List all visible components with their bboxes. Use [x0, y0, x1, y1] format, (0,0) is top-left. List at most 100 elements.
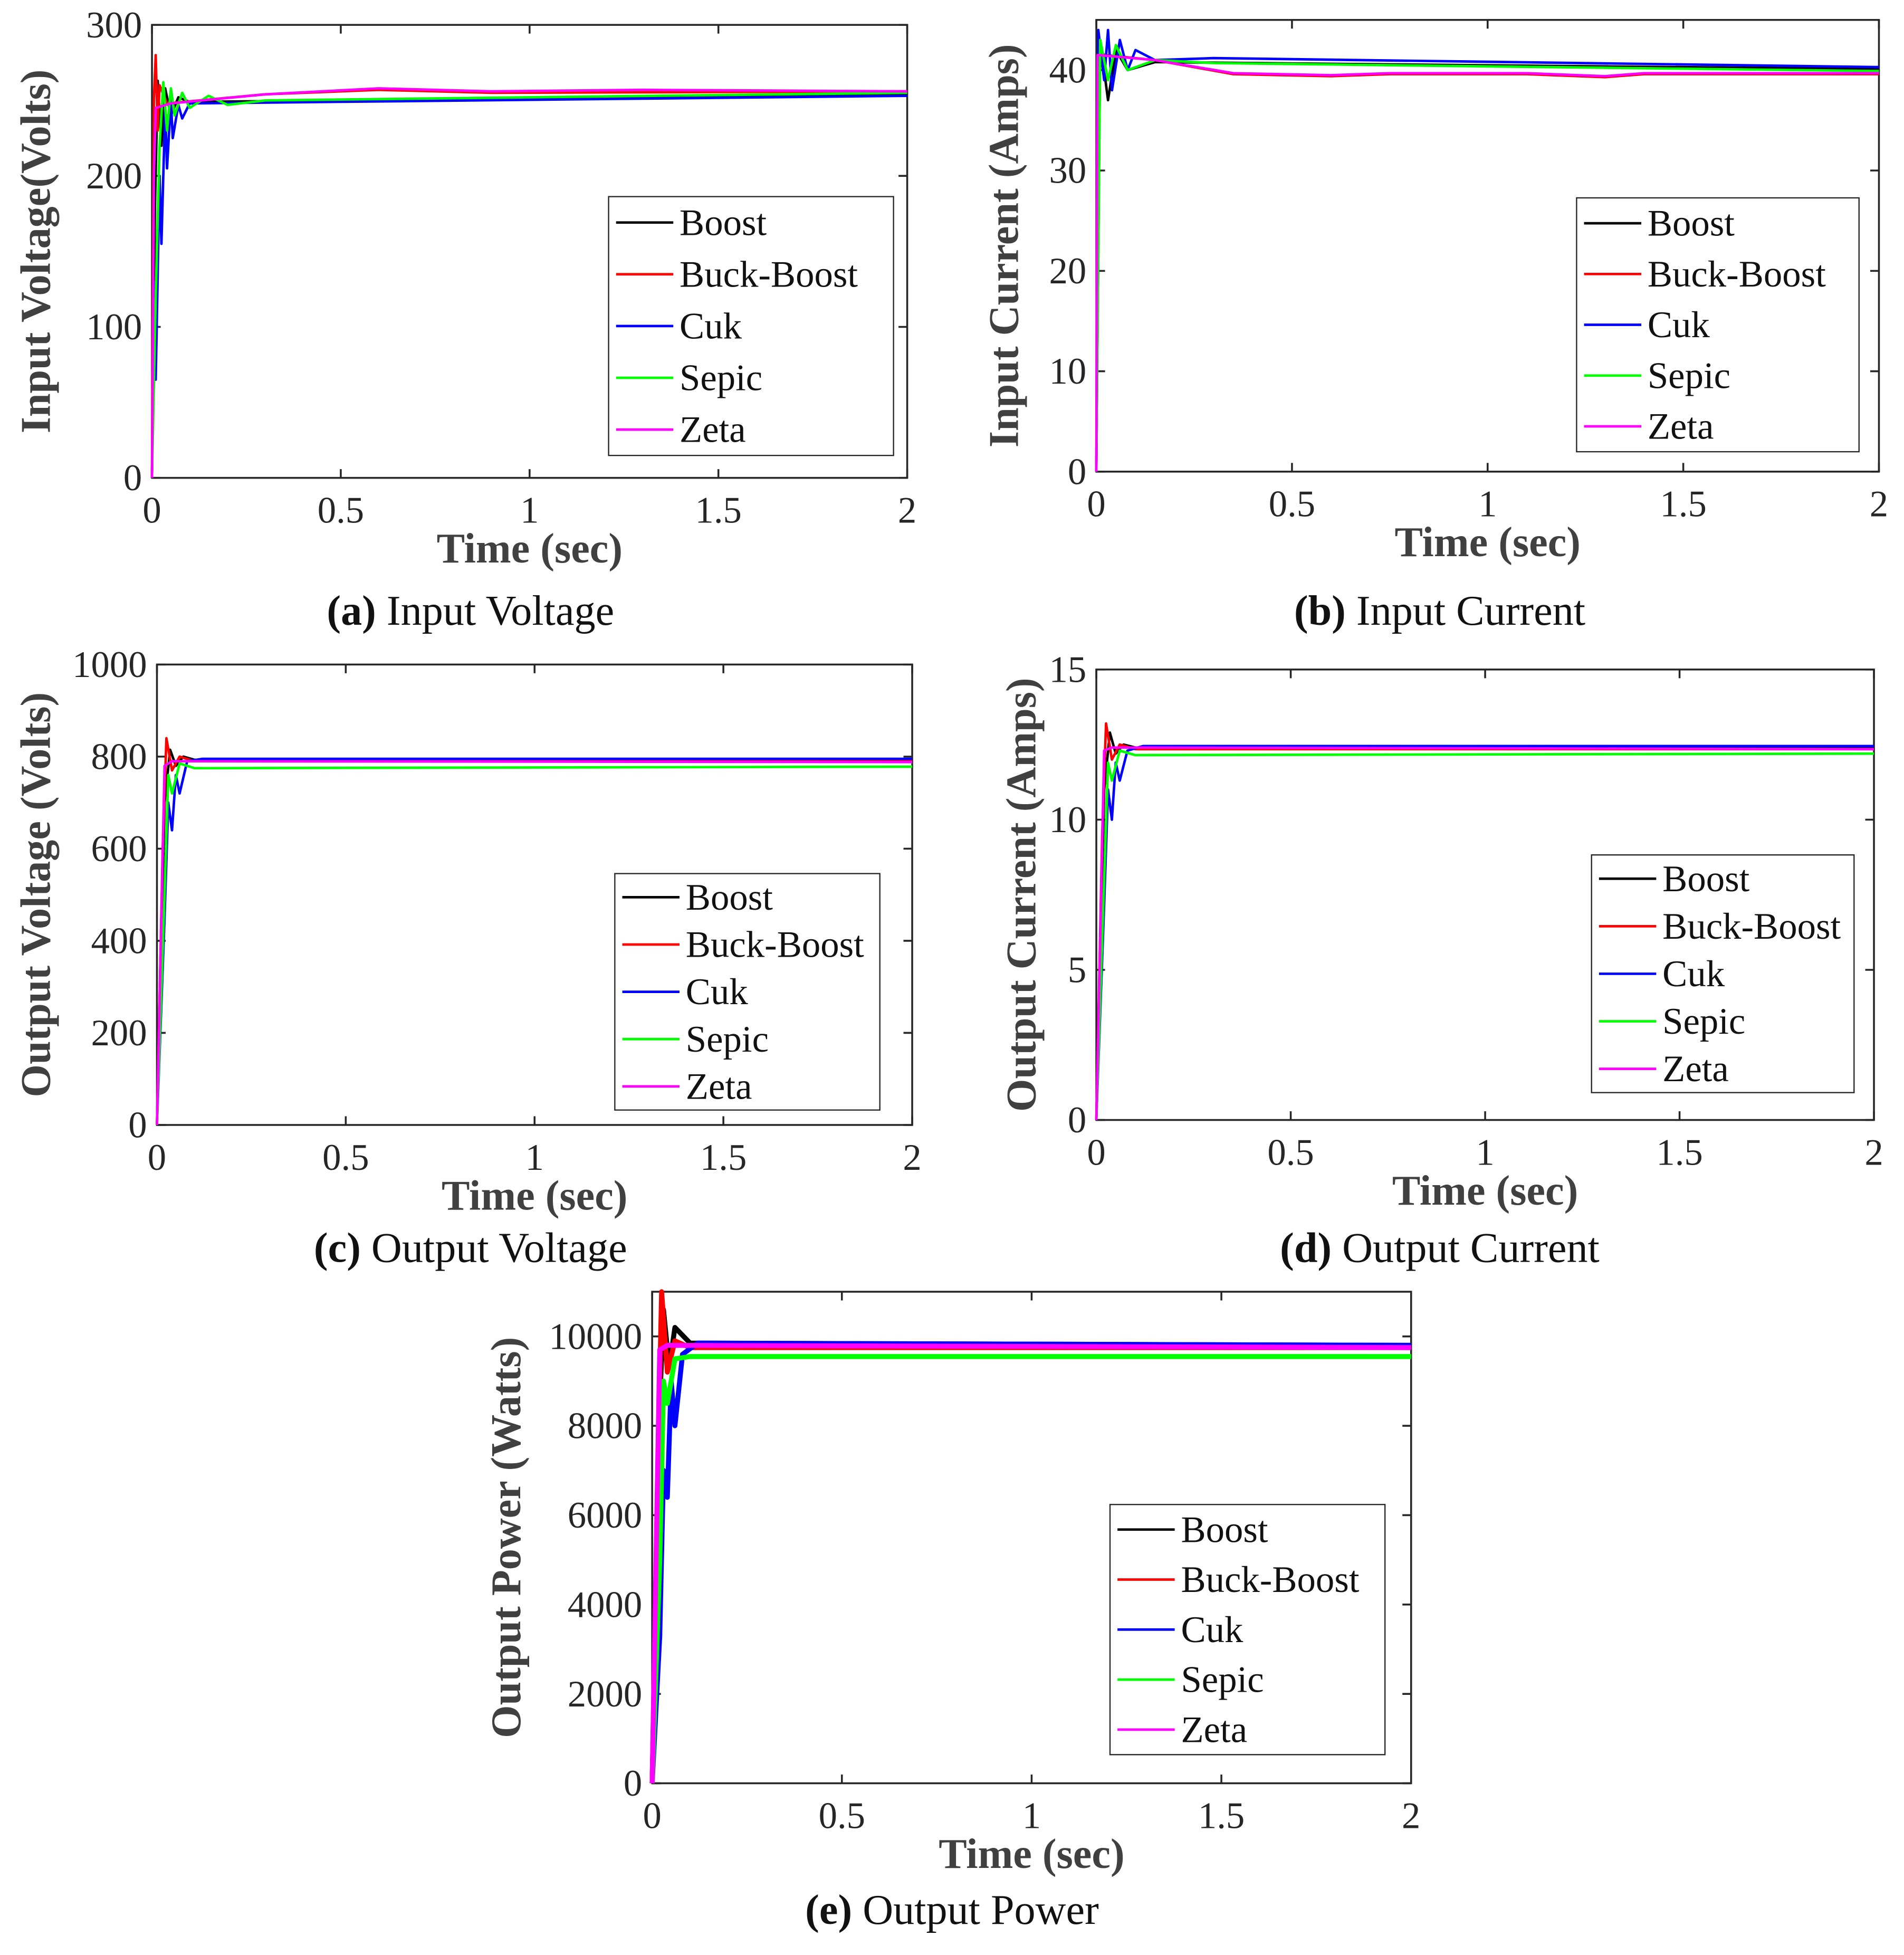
legend-label: Boost: [686, 877, 773, 918]
x-tick-label: 0.5: [322, 1137, 369, 1178]
series-line-cuk: [1095, 28, 1879, 472]
legend-label: Boost: [1181, 1509, 1268, 1550]
legend-label: Buck-Boost: [1181, 1559, 1359, 1600]
x-tick-label: 2: [1864, 1132, 1883, 1173]
x-tick-label: 0: [142, 490, 161, 531]
y-tick-label: 600: [91, 828, 147, 870]
x-tick-label: 0: [1087, 484, 1105, 525]
legend-label: Buck-Boost: [1648, 254, 1826, 295]
y-axis-label: Output Current (Amps): [999, 678, 1045, 1112]
legend-label: Sepic: [680, 358, 762, 399]
x-tick-label: 1: [520, 490, 539, 531]
chart-panel-c: 0 0.5 1 1.5 2 0 200 400 600 800 1000 Time (sec) Outp…: [13, 644, 922, 1271]
x-tick-label: 1: [1022, 1795, 1041, 1836]
series-line-zeta: [156, 760, 913, 1126]
y-tick-label: 10: [1049, 351, 1086, 392]
y-tick-label: 0: [123, 457, 142, 499]
y-tick-label: 15: [1049, 649, 1086, 690]
x-tick-label: 0.5: [1267, 1132, 1314, 1173]
caption-text: Input Current: [1346, 588, 1585, 634]
chart-panel-e: 0 0.5 1 1.5 2 0 2000 4000 6000 8000 10000 Time (sec…: [483, 1289, 1420, 1933]
caption-letter: (a): [327, 588, 376, 634]
y-tick-label: 40: [1049, 50, 1086, 91]
y-tick-label: 10000: [549, 1316, 642, 1357]
y-tick-label: 6000: [568, 1495, 643, 1536]
legend-label: Sepic: [686, 1019, 769, 1060]
y-axis-label: Input Current (Amps): [981, 44, 1027, 447]
y-tick-label: 100: [86, 307, 142, 348]
legend-label: Buck-Boost: [1662, 906, 1841, 947]
y-tick-label: 4000: [568, 1584, 643, 1625]
legend-label: Boost: [1662, 859, 1749, 900]
x-tick-label: 1.5: [1198, 1795, 1245, 1836]
legend-label: Sepic: [1648, 355, 1730, 396]
series-line-sepic: [156, 762, 913, 1126]
y-tick-label: 0: [1068, 1100, 1086, 1141]
legend-label: Zeta: [1648, 406, 1714, 447]
x-tick-label: 0: [1087, 1132, 1105, 1173]
y-tick-label: 800: [91, 736, 147, 777]
x-axis-label: Time (sec): [437, 526, 623, 572]
series-line-zeta: [649, 1342, 1411, 1784]
caption-letter: (b): [1294, 588, 1346, 634]
y-tick-label: 5: [1068, 950, 1086, 991]
x-tick-label: 1.5: [700, 1137, 747, 1178]
y-axis-label: Input Voltage(Volts): [13, 69, 60, 433]
y-tick-label: 300: [86, 5, 142, 46]
y-tick-label: 0: [128, 1105, 147, 1146]
legend-label: Zeta: [680, 409, 746, 451]
x-axis-label: Time (sec): [1392, 1168, 1578, 1214]
legend-label: Cuk: [1662, 953, 1725, 995]
legend-label: Zeta: [1662, 1048, 1729, 1090]
panel-caption: (e) Output Power: [805, 1887, 1099, 1933]
legend-label: Boost: [1648, 203, 1735, 244]
y-tick-label: 400: [91, 921, 147, 962]
chart-panel-a: 0 0.5 1 1.5 2 0 100 200 300 Time (sec) Input Volta…: [13, 5, 917, 634]
x-tick-label: 0.5: [318, 490, 364, 531]
series-line-sepic: [1095, 749, 1874, 1120]
x-tick-label: 1: [1476, 1132, 1494, 1173]
x-tick-label: 1: [525, 1137, 544, 1178]
x-tick-label: 2: [903, 1137, 921, 1178]
caption-letter: (e): [805, 1887, 852, 1933]
panel-caption: (b) Input Current: [1294, 588, 1585, 634]
x-tick-label: 1.5: [1660, 484, 1706, 525]
x-tick-label: 0: [643, 1795, 661, 1836]
x-tick-label: 2: [1402, 1795, 1420, 1836]
x-tick-label: 0: [148, 1137, 166, 1178]
x-tick-label: 0.5: [1269, 484, 1315, 525]
panel-caption: (c) Output Voltage: [314, 1225, 627, 1271]
legend-label: Zeta: [1181, 1709, 1247, 1750]
x-tick-label: 0.5: [819, 1795, 865, 1836]
legend-label: Boost: [680, 202, 767, 243]
caption-letter: (d): [1280, 1225, 1332, 1271]
x-tick-label: 1: [1478, 484, 1497, 525]
x-tick-label: 2: [898, 490, 916, 531]
chart-panel-d: 0 0.5 1 1.5 2 0 5 10 15 Time (sec) Output Current …: [999, 649, 1883, 1271]
y-tick-label: 10: [1049, 799, 1086, 841]
series-line-zeta: [1095, 746, 1874, 1120]
legend-label: Cuk: [1181, 1609, 1243, 1651]
legend-label: Buck-Boost: [680, 254, 858, 295]
legend-label: Sepic: [1662, 1001, 1745, 1042]
caption-text: Input Voltage: [376, 588, 614, 634]
legend: [608, 196, 894, 456]
series-line-cuk: [150, 94, 907, 478]
x-tick-label: 1.5: [695, 490, 741, 531]
legend-label: Cuk: [1648, 304, 1710, 346]
caption-letter: (c): [314, 1225, 361, 1271]
panel-caption: (a) Input Voltage: [327, 588, 614, 634]
series-line-sepic: [150, 81, 907, 478]
y-tick-label: 200: [91, 1013, 147, 1054]
y-tick-label: 0: [1068, 451, 1086, 492]
y-axis-label: Output Power (Watts): [483, 1337, 530, 1738]
series-line-zeta: [150, 87, 907, 478]
y-tick-label: 30: [1049, 150, 1086, 192]
x-axis-label: Time (sec): [939, 1831, 1124, 1877]
y-tick-label: 200: [86, 156, 142, 197]
y-tick-label: 1000: [72, 644, 147, 685]
y-tick-label: 8000: [568, 1406, 643, 1447]
legend-label: Cuk: [680, 306, 742, 347]
